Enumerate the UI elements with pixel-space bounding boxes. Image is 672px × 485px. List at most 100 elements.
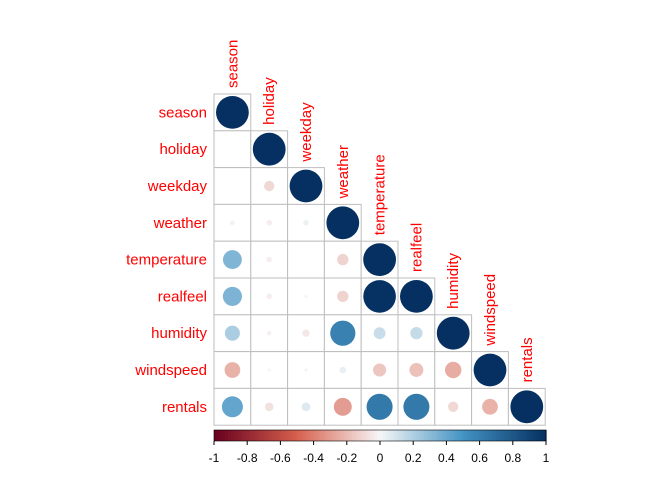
corr-circle-rentals-temperature	[366, 393, 393, 420]
colorbar-segment	[512, 430, 517, 441]
colorbar-segment	[468, 430, 472, 441]
colorbar-segment	[407, 430, 412, 441]
colorbar-segment	[396, 430, 400, 441]
colorbar-segment	[534, 430, 539, 441]
corr-circle-realfeel-temperature	[363, 280, 396, 313]
row-label-rentals: rentals	[162, 399, 207, 416]
colorbar-segment	[385, 430, 389, 441]
colorbar-segment	[321, 430, 326, 441]
colorbar-segment	[274, 430, 279, 441]
colorbar-segment	[501, 430, 506, 441]
colorbar-segment	[272, 430, 276, 441]
colorbar-segment	[415, 430, 420, 441]
colorbar-segment	[532, 430, 536, 441]
row-label-humidity: humidity	[151, 325, 207, 342]
corr-circle-temperature-holiday	[266, 256, 273, 263]
colorbar-segment	[363, 430, 367, 441]
colorbar-segment	[285, 430, 290, 441]
colorbar-segment	[460, 430, 464, 441]
grid-cell	[287, 240, 325, 279]
colorbar-segment	[454, 430, 459, 441]
colorbar-segment	[443, 430, 447, 441]
colorbar-segment	[283, 430, 287, 441]
colorbar-segment	[249, 430, 254, 441]
corr-circle-humidity-humidity	[436, 316, 470, 350]
corr-circle-realfeel-weather	[337, 290, 349, 303]
colorbar-segment	[435, 430, 439, 441]
colorbar-tick-label: -0.8	[237, 451, 258, 465]
row-label-windspeed: windspeed	[134, 362, 207, 379]
colorbar-segment	[302, 430, 306, 441]
colorbar-segment	[236, 430, 240, 441]
corr-circle-holiday-holiday	[252, 132, 286, 166]
colorbar-segment	[438, 430, 442, 441]
corr-circle-rentals-weather	[333, 397, 352, 416]
colorbar-segment	[241, 430, 246, 441]
colorbar-segment	[277, 430, 281, 441]
corr-circle-humidity-season	[224, 325, 240, 341]
colorbar-segment	[410, 430, 414, 441]
colorbar-segment	[366, 430, 370, 441]
corr-circle-weather-weather	[326, 206, 360, 240]
corr-circle-windspeed-windspeed	[473, 353, 507, 387]
colorbar-segment	[261, 430, 265, 441]
colorbar-segment	[344, 430, 348, 441]
colorbar-segment	[404, 430, 409, 441]
colorbar-segment	[233, 430, 237, 441]
column-label-rentals: rentals	[519, 337, 536, 382]
colorbar-segment	[476, 430, 481, 441]
colorbar-segment	[377, 430, 381, 441]
colorbar-segment	[227, 430, 232, 441]
colorbar-segment	[230, 430, 234, 441]
corr-circle-realfeel-realfeel	[400, 280, 433, 313]
corr-circle-rentals-realfeel	[403, 393, 430, 420]
corr-circle-weather-season	[230, 220, 235, 226]
colorbar-tick-label: 0	[377, 451, 384, 465]
corr-circle-windspeed-weather	[339, 366, 347, 374]
colorbar-segment	[346, 430, 351, 441]
corr-circle-rentals-season	[221, 396, 243, 418]
colorbar-segment	[523, 430, 528, 441]
corr-circle-season-season	[216, 96, 249, 129]
corr-circle-rentals-weekday	[301, 402, 311, 412]
colorbar-segment	[457, 430, 461, 441]
corr-circle-rentals-windspeed	[482, 398, 498, 415]
colorbar-segment	[418, 430, 423, 441]
colorbar-segment	[238, 430, 243, 441]
column-label-weekday: weekday	[298, 102, 315, 163]
grid-cell	[250, 277, 289, 316]
corr-circle-humidity-weekday	[302, 329, 310, 337]
corr-circle-realfeel-holiday	[266, 293, 273, 300]
colorbar-segment	[465, 430, 470, 441]
row-label-weekday: weekday	[147, 178, 208, 195]
colorbar-tick-label: -0.6	[270, 451, 291, 465]
colorbar-segment	[252, 430, 257, 441]
colorbar-segment	[449, 430, 453, 441]
colorbar-tick-label: 0.2	[405, 451, 422, 465]
colorbar-segment	[482, 430, 486, 441]
colorbar-segment	[313, 430, 317, 441]
colorbar-segment	[537, 430, 542, 441]
colorbar-segment	[402, 430, 406, 441]
colorbar-segment	[504, 430, 508, 441]
colorbar-segment	[338, 430, 342, 441]
colorbar-segment	[349, 430, 353, 441]
colorbar-tick-label: 0.8	[504, 451, 521, 465]
colorbar-segment	[335, 430, 340, 441]
corr-circle-weekday-weekday	[289, 169, 323, 203]
colorbar-segment	[371, 430, 376, 441]
colorbar-segment	[424, 430, 428, 441]
colorbar-segment	[446, 430, 450, 441]
colorbar-segment	[305, 430, 309, 441]
column-label-weather: weather	[335, 145, 352, 199]
row-label-realfeel: realfeel	[158, 288, 207, 305]
corr-circle-temperature-temperature	[363, 243, 396, 276]
colorbar-segment	[341, 430, 345, 441]
colorbar-segment	[332, 430, 337, 441]
colorbar-segment	[310, 430, 315, 441]
colorbar-segment	[471, 430, 475, 441]
colorbar-segment	[515, 430, 519, 441]
colorbar-segment	[413, 430, 417, 441]
